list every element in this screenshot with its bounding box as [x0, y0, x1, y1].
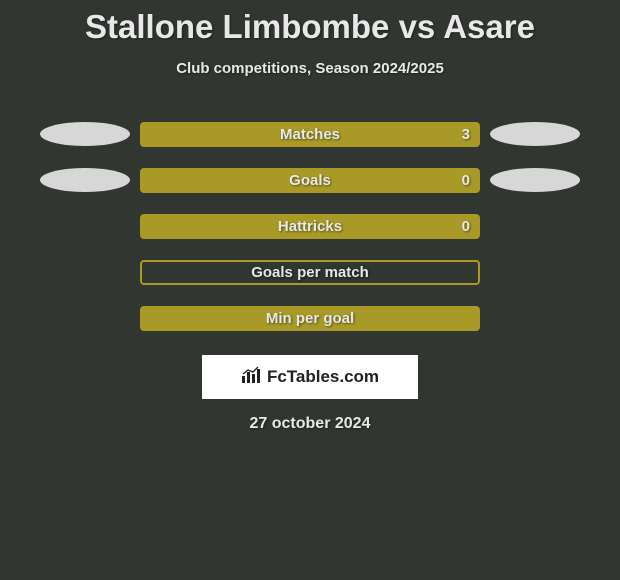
stat-label: Hattricks [278, 218, 342, 235]
left-ellipse [40, 122, 130, 146]
stat-row: Hattricks 0 [0, 203, 620, 249]
left-ellipse [40, 168, 130, 192]
chart-icon [241, 366, 263, 389]
stat-value: 0 [462, 218, 470, 235]
stat-row: Min per goal [0, 295, 620, 341]
stat-row: Matches 3 [0, 111, 620, 157]
stat-label: Min per goal [266, 310, 354, 327]
right-ellipse [490, 168, 580, 192]
stat-value: 0 [462, 172, 470, 189]
logo: FcTables.com [241, 366, 379, 389]
stat-bar: Matches 3 [140, 122, 480, 147]
stat-label: Goals [289, 172, 331, 189]
stats-rows: Matches 3 Goals 0 Hattricks 0 Goals per match M… [0, 111, 620, 341]
stat-value: 3 [462, 126, 470, 143]
stat-bar: Goals 0 [140, 168, 480, 193]
stat-bar: Hattricks 0 [140, 214, 480, 239]
page-title: Stallone Limbombe vs Asare [0, 0, 620, 46]
stat-bar: Min per goal [140, 306, 480, 331]
stat-bar: Goals per match [140, 260, 480, 285]
stat-label: Matches [280, 126, 340, 143]
stat-label: Goals per match [251, 264, 369, 281]
date-text: 27 october 2024 [0, 415, 620, 433]
subtitle: Club competitions, Season 2024/2025 [0, 60, 620, 77]
logo-box: FcTables.com [202, 355, 418, 399]
stat-row: Goals per match [0, 249, 620, 295]
right-ellipse [490, 122, 580, 146]
stat-row: Goals 0 [0, 157, 620, 203]
logo-text: FcTables.com [267, 367, 379, 387]
